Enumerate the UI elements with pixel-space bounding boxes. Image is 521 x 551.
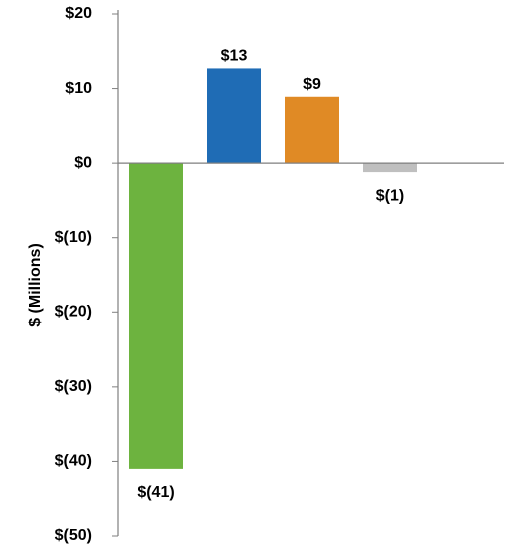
- y-tick-label: $(30): [55, 378, 92, 395]
- bar: [363, 163, 417, 173]
- axes: [117, 10, 504, 536]
- data-label: $13: [221, 48, 248, 65]
- data-labels: $(41) $13 $9 $(1): [137, 48, 404, 501]
- y-axis-label: $ (Millions): [27, 243, 44, 327]
- bar: [207, 68, 261, 164]
- y-tick-label: $20: [65, 5, 92, 22]
- y-tick-label: $(50): [55, 527, 92, 544]
- bar: [129, 163, 183, 469]
- bar: [285, 96, 339, 164]
- y-tick-label: $(40): [55, 453, 92, 470]
- y-tick-label: $(10): [55, 229, 92, 246]
- y-tick-label: $10: [65, 80, 92, 97]
- data-label: $(1): [376, 187, 404, 204]
- y-tick-label: $(20): [55, 304, 92, 321]
- y-tick-label: $0: [74, 154, 92, 171]
- data-label: $9: [303, 76, 321, 93]
- data-label: $(41): [137, 484, 174, 501]
- y-axis-ticks: $20 $10 $0 $(10) $(20) $(30) $(40) $(50): [55, 5, 118, 544]
- bars: [129, 68, 417, 469]
